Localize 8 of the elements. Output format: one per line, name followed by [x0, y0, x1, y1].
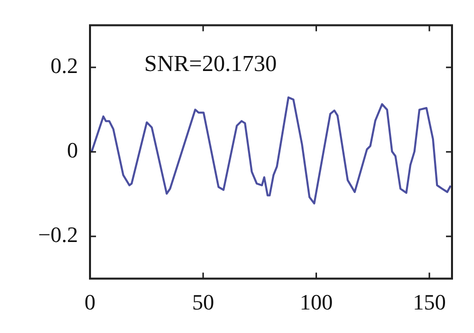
y-tick-label: 0 — [67, 138, 78, 163]
x-tick-label: 50 — [192, 290, 214, 315]
x-tick-label: 150 — [412, 290, 446, 315]
x-tick-label: 100 — [300, 290, 333, 315]
y-tick-label: −0.2 — [38, 222, 78, 248]
y-tick-label: 0.2 — [50, 53, 78, 78]
x-tick-label: 0 — [84, 290, 96, 315]
annotation: SNR=20.1730 — [144, 51, 277, 76]
